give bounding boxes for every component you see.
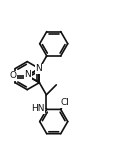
Text: Cl: Cl bbox=[60, 98, 69, 107]
Text: N: N bbox=[36, 64, 42, 73]
Text: HN: HN bbox=[31, 104, 44, 113]
Text: O: O bbox=[10, 71, 17, 80]
Text: N: N bbox=[25, 70, 31, 79]
